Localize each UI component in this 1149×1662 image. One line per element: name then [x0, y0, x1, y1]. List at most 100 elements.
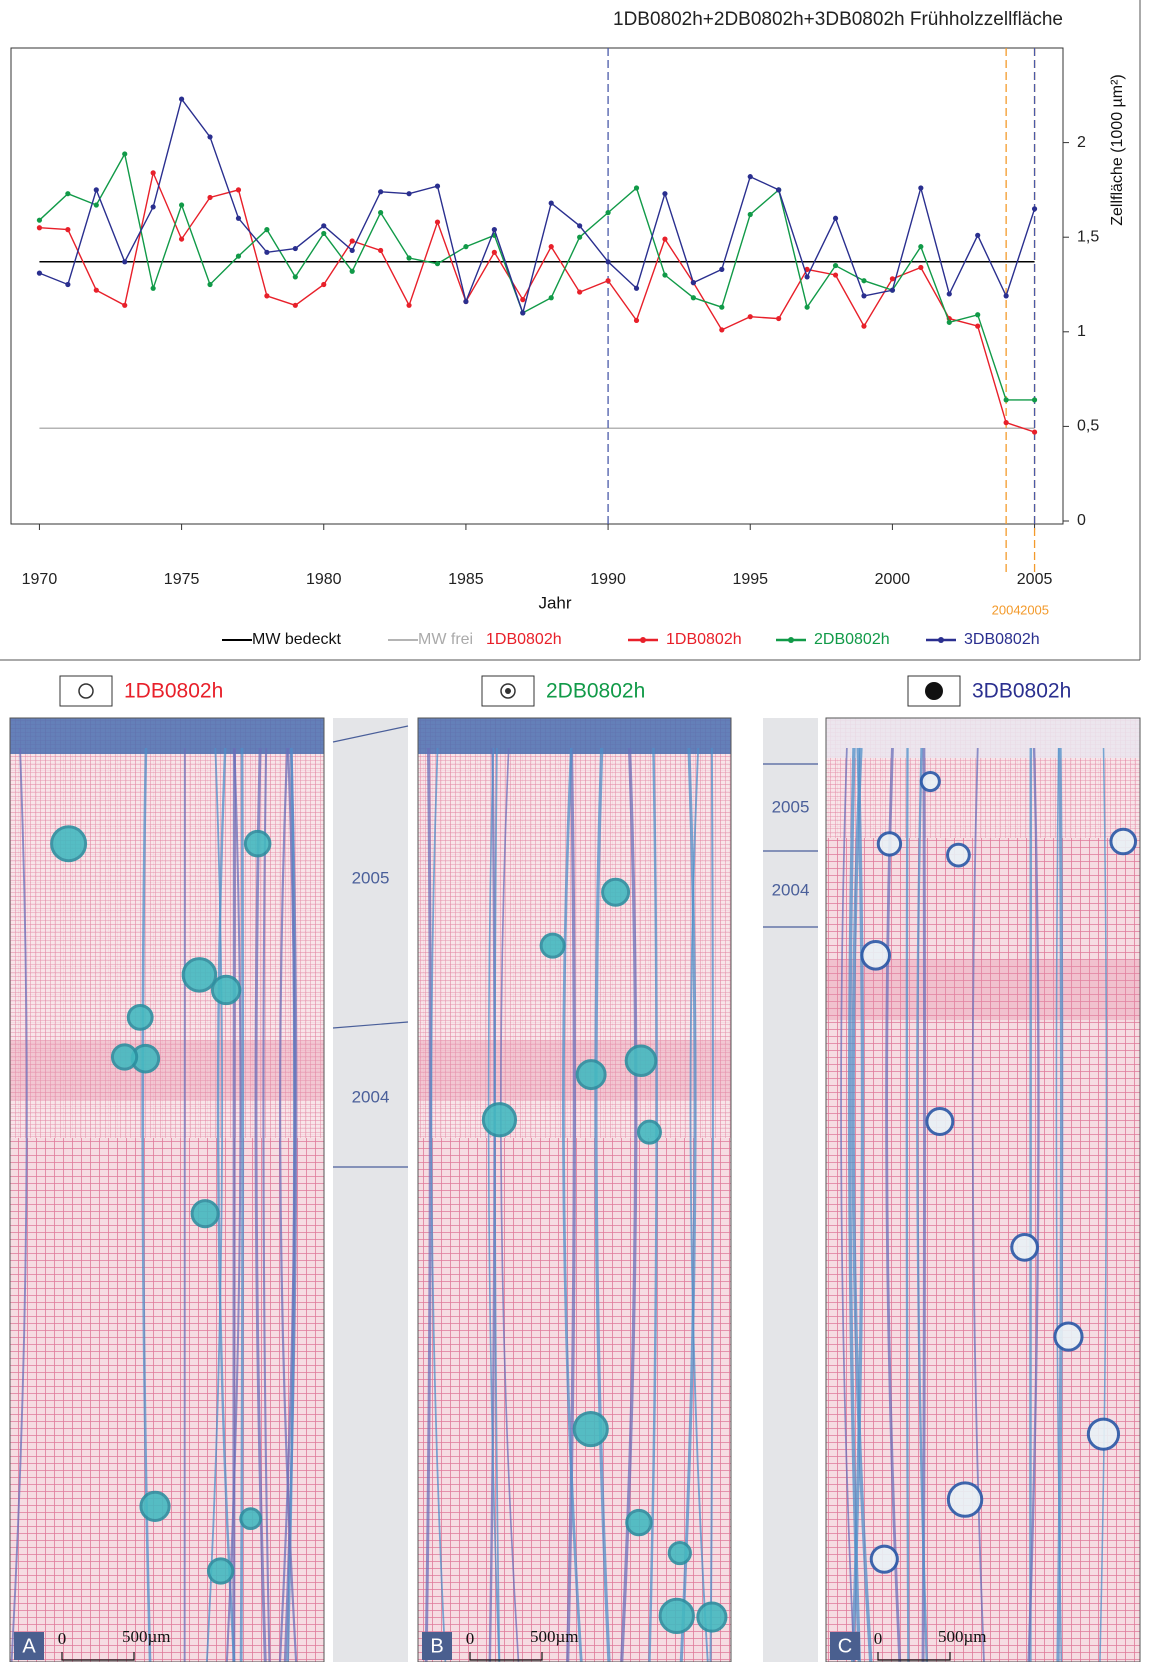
legend-label: 2DB0802h — [814, 631, 890, 648]
vessel — [192, 1201, 218, 1227]
data-point — [122, 259, 127, 264]
data-point — [350, 269, 355, 274]
tissue — [826, 718, 1140, 1662]
vessel — [862, 942, 890, 970]
data-point — [151, 170, 156, 175]
marker-label: 2004 — [992, 602, 1021, 617]
data-point — [947, 320, 952, 325]
data-point — [94, 202, 99, 207]
data-point — [37, 271, 42, 276]
y-tick-label: 2 — [1077, 134, 1086, 151]
data-point — [65, 191, 70, 196]
scale-start: 0 — [874, 1629, 883, 1648]
data-point — [662, 272, 667, 277]
vessel — [574, 1412, 607, 1445]
data-point — [236, 187, 241, 192]
data-point — [378, 210, 383, 215]
x-tick-label: 1975 — [164, 571, 200, 588]
scale-label: 500µm — [938, 1627, 987, 1646]
data-point — [691, 295, 696, 300]
data-point — [861, 293, 866, 298]
data-point — [492, 250, 497, 255]
vessel — [871, 1546, 897, 1572]
data-point — [776, 187, 781, 192]
vessel — [921, 772, 939, 790]
micrograph — [10, 718, 324, 1662]
data-point — [1004, 397, 1009, 402]
data-point — [748, 314, 753, 319]
data-point — [918, 265, 923, 270]
scale-start: 0 — [466, 1629, 475, 1648]
series-line — [39, 99, 1034, 313]
data-point — [122, 303, 127, 308]
data-point — [293, 274, 298, 279]
data-point — [691, 280, 696, 285]
data-point — [634, 185, 639, 190]
year-strip — [763, 718, 818, 1662]
data-point — [463, 299, 468, 304]
data-point — [179, 236, 184, 241]
data-point — [236, 216, 241, 221]
x-tick-label: 2005 — [1017, 571, 1053, 588]
vessel — [483, 1104, 515, 1136]
marker-label: 2005 — [1020, 602, 1049, 617]
data-point — [378, 189, 383, 194]
data-point — [492, 227, 497, 232]
vessel — [183, 959, 216, 992]
vessel — [577, 1061, 605, 1089]
data-point — [151, 204, 156, 209]
panel-heading: 2DB0802h — [546, 680, 645, 703]
data-point — [634, 286, 639, 291]
data-point — [549, 244, 554, 249]
vessel — [669, 1542, 690, 1563]
x-tick-label: 2000 — [875, 571, 911, 588]
data-point — [748, 212, 753, 217]
data-point — [350, 248, 355, 253]
data-point — [947, 291, 952, 296]
data-point — [321, 223, 326, 228]
ring-year: 2005 — [772, 797, 810, 816]
x-tick-label: 1985 — [448, 571, 484, 588]
vessel — [541, 934, 564, 957]
scale-label: 500µm — [530, 1627, 579, 1646]
data-point — [1032, 206, 1037, 211]
data-point — [406, 191, 411, 196]
data-point — [833, 263, 838, 268]
chart-title: 1DB0802h+2DB0802h+3DB0802h Frühholzzellf… — [613, 9, 1063, 30]
vessel — [603, 879, 629, 905]
data-point — [975, 233, 980, 238]
data-point — [605, 210, 610, 215]
micrograph-panels: 1DB0802hA0500µm2DB0802hB0500µm3DB0802hC0… — [10, 676, 1140, 1662]
symbol — [505, 688, 511, 694]
data-point — [577, 223, 582, 228]
legend-label: MW frei — [418, 631, 473, 648]
series-line — [39, 154, 1034, 400]
vessel — [241, 1509, 261, 1529]
data-point — [350, 238, 355, 243]
data-point — [435, 219, 440, 224]
data-point — [833, 216, 838, 221]
plot-frame — [11, 48, 1063, 524]
vessel — [660, 1599, 693, 1632]
vessel — [112, 1045, 136, 1069]
data-point — [975, 324, 980, 329]
scale-label: 500µm — [122, 1627, 171, 1646]
x-tick-label: 1990 — [590, 571, 626, 588]
legend-swatch — [788, 637, 794, 643]
y-axis-label: Zellfläche (1000 µm²) — [1109, 74, 1126, 226]
data-point — [577, 289, 582, 294]
data-point — [861, 278, 866, 283]
data-point — [975, 312, 980, 317]
data-point — [662, 191, 667, 196]
data-point — [94, 187, 99, 192]
data-point — [179, 202, 184, 207]
panel-letter: C — [838, 1635, 852, 1657]
data-point — [321, 231, 326, 236]
x-tick-label: 1970 — [22, 571, 58, 588]
data-point — [776, 316, 781, 321]
legend-swatch — [938, 637, 944, 643]
y-tick-label: 0,5 — [1077, 418, 1099, 435]
data-point — [264, 227, 269, 232]
scale-start: 0 — [58, 1629, 67, 1648]
y-tick-label: 1 — [1077, 323, 1086, 340]
